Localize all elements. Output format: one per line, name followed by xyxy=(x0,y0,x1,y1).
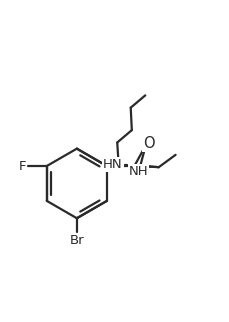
Text: NH: NH xyxy=(128,165,148,178)
Text: Br: Br xyxy=(69,234,84,247)
Text: O: O xyxy=(142,136,154,151)
Text: HN: HN xyxy=(103,158,122,171)
Text: F: F xyxy=(18,159,26,173)
